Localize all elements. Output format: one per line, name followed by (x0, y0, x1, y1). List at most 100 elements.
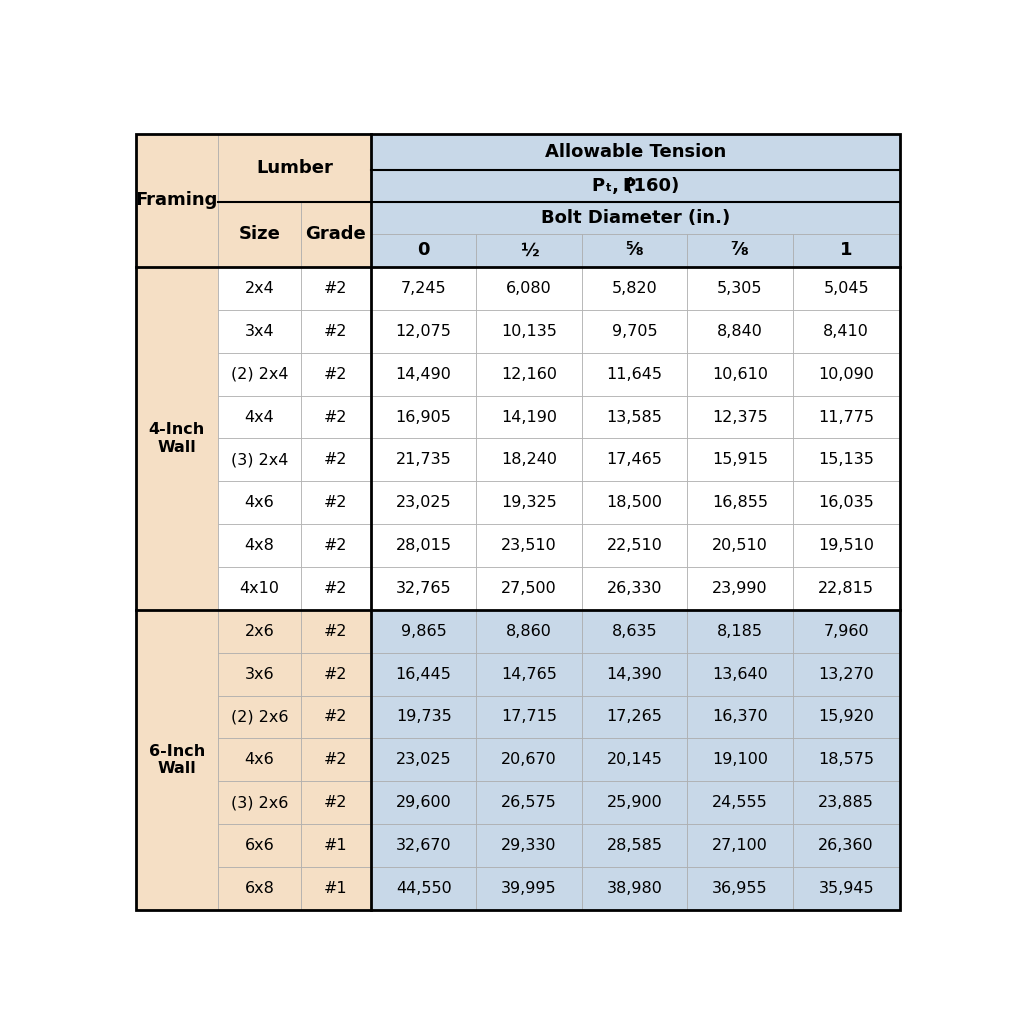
Text: 32,670: 32,670 (396, 838, 451, 853)
Text: 13,585: 13,585 (607, 409, 663, 425)
Bar (477, 739, 582, 781)
Text: 23,990: 23,990 (712, 581, 768, 596)
Text: 20,670: 20,670 (501, 752, 557, 768)
Text: 16,445: 16,445 (396, 666, 451, 682)
Text: 3x6: 3x6 (244, 666, 275, 682)
Text: 27,500: 27,500 (501, 581, 557, 596)
Bar (477, 609, 582, 653)
Bar (477, 268, 582, 310)
Bar (687, 609, 793, 653)
Bar (793, 653, 900, 695)
Bar (477, 352, 582, 396)
Text: 44,550: 44,550 (396, 881, 451, 896)
Bar (218, 824, 301, 867)
Text: 16,855: 16,855 (712, 495, 768, 510)
Text: 29,330: 29,330 (501, 838, 557, 853)
Bar (301, 567, 371, 609)
Bar (218, 438, 301, 481)
Text: Pₜ, (160): Pₜ, (160) (592, 177, 679, 194)
Bar (135, 609, 218, 910)
Text: 10,090: 10,090 (818, 367, 874, 381)
Text: Bolt Diameter (in.): Bolt Diameter (in.) (540, 209, 730, 226)
Text: 5,305: 5,305 (717, 281, 763, 296)
Text: 28,585: 28,585 (607, 838, 663, 853)
Text: 5,045: 5,045 (823, 281, 869, 296)
Text: 2x6: 2x6 (244, 624, 275, 638)
Bar (218, 739, 301, 781)
Bar (582, 524, 687, 567)
Bar (582, 438, 687, 481)
Bar (301, 201, 371, 268)
Bar (687, 396, 793, 438)
Text: 21,735: 21,735 (396, 452, 451, 467)
Text: 12,075: 12,075 (396, 323, 451, 339)
Bar (687, 739, 793, 781)
Bar (477, 233, 582, 268)
Bar (687, 567, 793, 609)
Bar (135, 268, 218, 609)
Bar (218, 133, 371, 201)
Text: #2: #2 (324, 795, 347, 810)
Bar (218, 352, 301, 396)
Text: 26,575: 26,575 (501, 795, 557, 810)
Bar (687, 867, 793, 910)
Bar (687, 268, 793, 310)
Text: 4x6: 4x6 (244, 495, 275, 510)
Text: 25,900: 25,900 (607, 795, 663, 810)
Text: #2: #2 (324, 409, 347, 425)
Bar (793, 396, 900, 438)
Text: 12,375: 12,375 (712, 409, 768, 425)
Bar (218, 396, 301, 438)
Bar (477, 781, 582, 824)
Bar (793, 268, 900, 310)
Bar (371, 310, 477, 352)
Text: 13,640: 13,640 (712, 666, 768, 682)
Text: 16,370: 16,370 (712, 710, 768, 724)
Text: 29,600: 29,600 (396, 795, 451, 810)
Text: 14,490: 14,490 (396, 367, 451, 381)
Text: #2: #2 (324, 367, 347, 381)
Bar (218, 653, 301, 695)
Bar (301, 609, 371, 653)
Text: Framing: Framing (135, 191, 218, 210)
Bar (582, 824, 687, 867)
Bar (218, 609, 301, 653)
Text: 8,840: 8,840 (717, 323, 763, 339)
Text: #2: #2 (324, 752, 347, 768)
Text: 24,555: 24,555 (712, 795, 768, 810)
Text: 14,390: 14,390 (607, 666, 663, 682)
Bar (218, 567, 301, 609)
Bar (687, 695, 793, 739)
Bar (371, 396, 477, 438)
Bar (371, 169, 900, 201)
Text: 12,160: 12,160 (501, 367, 558, 381)
Bar (582, 310, 687, 352)
Text: 0: 0 (417, 242, 430, 259)
Bar (582, 268, 687, 310)
Text: (2) 2x4: (2) 2x4 (230, 367, 288, 381)
Text: Size: Size (238, 225, 281, 244)
Text: 32,765: 32,765 (396, 581, 451, 596)
Text: #2: #2 (324, 581, 347, 596)
Text: #2: #2 (324, 710, 347, 724)
Text: #1: #1 (324, 881, 347, 896)
Bar (793, 824, 900, 867)
Text: 6x8: 6x8 (244, 881, 275, 896)
Text: 2x4: 2x4 (244, 281, 275, 296)
Text: 23,025: 23,025 (396, 495, 451, 510)
Text: 17,465: 17,465 (607, 452, 663, 467)
Bar (218, 695, 301, 739)
Bar (793, 352, 900, 396)
Text: 26,330: 26,330 (607, 581, 663, 596)
Text: 18,575: 18,575 (818, 752, 874, 768)
Bar (582, 653, 687, 695)
Bar (477, 867, 582, 910)
Bar (301, 268, 371, 310)
Text: 7,245: 7,245 (401, 281, 446, 296)
Bar (301, 438, 371, 481)
Bar (218, 524, 301, 567)
Bar (371, 781, 477, 824)
Text: 14,765: 14,765 (501, 666, 558, 682)
Text: Lumber: Lumber (257, 159, 333, 177)
Text: 4x8: 4x8 (244, 538, 275, 553)
